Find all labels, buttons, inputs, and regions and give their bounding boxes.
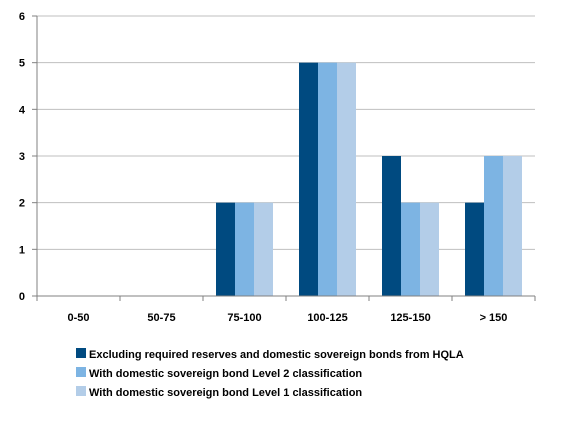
x-tick-label: 50-75: [147, 312, 175, 324]
y-tick-label: 3: [19, 151, 25, 163]
legend-swatch: [76, 386, 86, 396]
x-tick-label: 100-125: [307, 312, 347, 324]
y-tick-label: 2: [19, 198, 25, 210]
legend-label: Excluding required reserves and domestic…: [89, 349, 464, 361]
legend-label: With domestic sovereign bond Level 2 cla…: [89, 368, 362, 380]
bar: [465, 202, 484, 296]
legend-swatch: [76, 348, 86, 358]
bar: [337, 62, 356, 296]
y-tick-label: 4: [19, 104, 26, 116]
bar: [299, 62, 318, 296]
gridlines: [37, 15, 535, 250]
x-tick-label: > 150: [480, 312, 508, 324]
bar: [382, 156, 401, 296]
y-tick-label: 6: [19, 11, 25, 23]
legend: Excluding required reserves and domestic…: [76, 348, 464, 399]
axes: 0 1 2 3 4 5 6 0-50 50-75 75-100 100-125 125-150 > 15…: [19, 11, 536, 324]
y-tick-label: 1: [19, 244, 25, 256]
bar: [254, 202, 273, 296]
bar: [484, 156, 503, 296]
x-tick-label: 0-50: [67, 312, 89, 324]
bar: [216, 202, 235, 296]
bar: [503, 156, 522, 296]
x-tick-label: 125-150: [390, 312, 430, 324]
bar: [235, 202, 254, 296]
y-tick-label: 5: [19, 58, 25, 70]
legend-label: With domestic sovereign bond Level 1 cla…: [89, 387, 362, 399]
y-tick-label: 0: [19, 291, 25, 303]
legend-swatch: [76, 367, 86, 377]
x-tick-label: 75-100: [227, 312, 261, 324]
bar: [401, 202, 420, 296]
bars: [216, 62, 522, 296]
bar: [420, 202, 439, 296]
bar: [318, 62, 337, 296]
